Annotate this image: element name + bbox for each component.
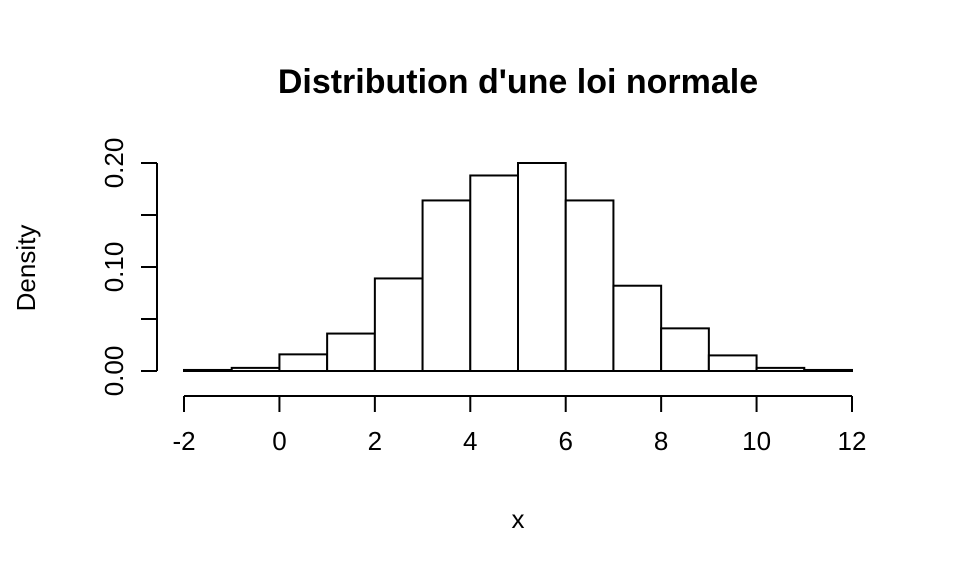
histogram-bar-12 [755,366,806,373]
histogram-bar-4 [373,277,424,372]
histogram-bar-10 [660,327,710,372]
x-tick-label: 10 [742,426,771,456]
y-axis: 0.00 0.10 0.20 [99,138,158,397]
histogram-bar-6 [469,174,519,372]
y-tick-label: 0.10 [99,242,129,293]
histogram-bar-9 [612,284,663,372]
x-tick-label: 4 [463,426,477,456]
histogram-bar-1 [230,366,281,373]
histogram-bar-11 [707,354,758,372]
chart-title: Distribution d'une loi normale [278,63,758,101]
histogram-bars [183,162,853,373]
y-axis-label: Density [11,225,41,312]
x-tick-label: -2 [172,426,195,456]
x-tick-label: 0 [272,426,286,456]
x-axis: -2 0 2 4 6 8 10 12 [172,395,867,456]
histogram-bar-7 [517,162,567,372]
histogram-bar-5 [421,199,472,372]
x-tick-label: 6 [558,426,572,456]
x-tick-label: 8 [654,426,668,456]
x-tick-label: 2 [368,426,382,456]
x-tick-label: 12 [838,426,867,456]
histogram-bar-0 [183,368,233,372]
histogram-bar-13 [803,368,853,372]
x-axis-label: x [512,504,525,534]
histogram-bar-2 [278,353,329,372]
y-tick-label: 0.00 [99,346,129,397]
y-tick-label: 0.20 [99,138,129,189]
histogram-bar-3 [326,332,376,372]
histogram-bar-8 [564,199,615,372]
